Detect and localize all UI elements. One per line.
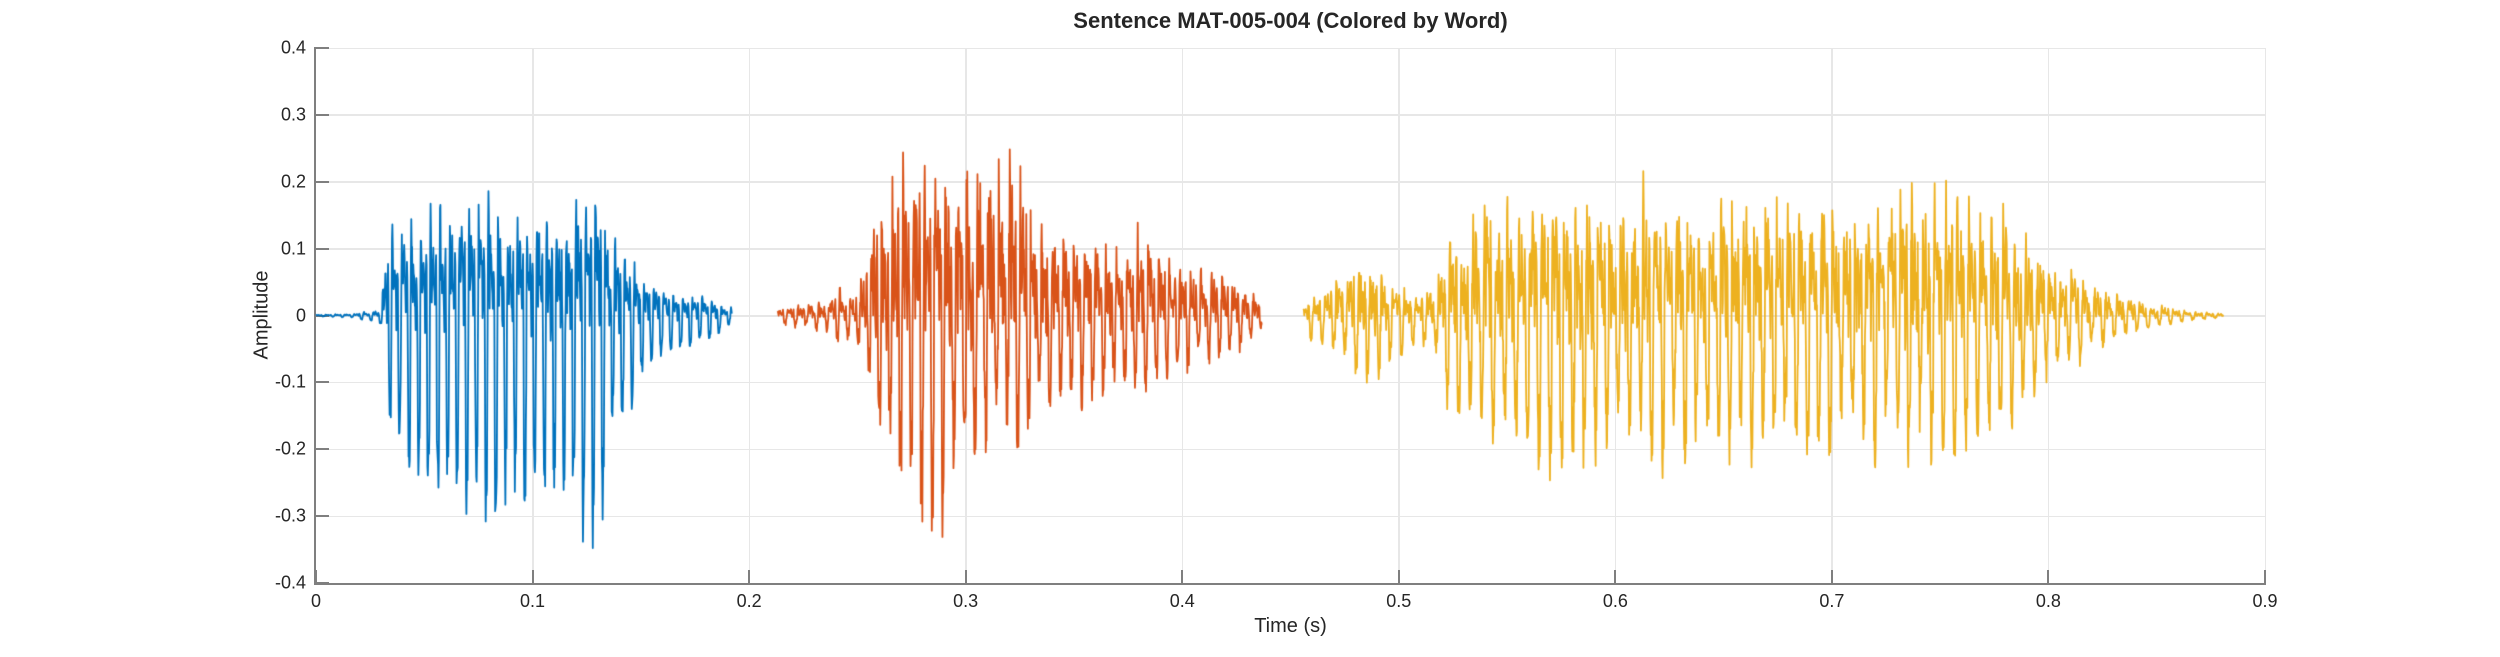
waveform-figure: Sentence MAT-005-004 (Colored by Word) 0… (0, 0, 2500, 657)
waveform-canvas (0, 0, 2500, 657)
